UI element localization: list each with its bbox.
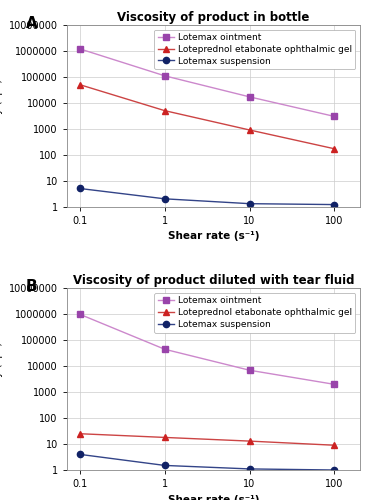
Lotemax ointment [247,94,252,100]
Title: Viscosity of product diluted with tear fluid: Viscosity of product diluted with tear f… [73,274,354,287]
Y-axis label: Viscosity (cps): Viscosity (cps) [0,342,3,417]
Loteprednol etabonate ophthalmic gel [332,442,336,448]
Lotemax ointment [78,312,82,318]
Lotemax ointment [162,73,167,79]
Title: Viscosity of product in bottle: Viscosity of product in bottle [117,11,309,24]
X-axis label: Shear rate (s⁻¹): Shear rate (s⁻¹) [168,494,259,500]
Lotemax suspension [78,186,82,192]
Lotemax suspension [162,196,167,202]
Text: B: B [26,280,37,294]
Lotemax suspension [332,467,336,473]
Line: Lotemax ointment: Lotemax ointment [77,311,338,388]
Lotemax suspension [247,200,252,206]
Lotemax ointment [162,346,167,352]
Loteprednol etabonate ophthalmic gel [247,127,252,133]
Line: Loteprednol etabonate ophthalmic gel: Loteprednol etabonate ophthalmic gel [77,82,338,152]
Loteprednol etabonate ophthalmic gel [332,146,336,152]
Loteprednol etabonate ophthalmic gel [78,430,82,436]
Lotemax ointment [332,114,336,119]
Text: A: A [26,16,37,31]
Y-axis label: Viscosity (cps): Viscosity (cps) [0,78,3,154]
Loteprednol etabonate ophthalmic gel [162,108,167,114]
Line: Lotemax ointment: Lotemax ointment [77,46,338,120]
Line: Lotemax suspension: Lotemax suspension [77,186,338,208]
Lotemax suspension [332,202,336,207]
Lotemax suspension [247,466,252,472]
Lotemax ointment [78,46,82,52]
Line: Lotemax suspension: Lotemax suspension [77,452,338,473]
Loteprednol etabonate ophthalmic gel [78,82,82,87]
Lotemax ointment [247,367,252,373]
Legend: Lotemax ointment, Loteprednol etabonate ophthalmic gel, Lotemax suspension: Lotemax ointment, Loteprednol etabonate … [154,293,355,333]
Loteprednol etabonate ophthalmic gel [162,434,167,440]
Lotemax ointment [332,382,336,388]
Line: Loteprednol etabonate ophthalmic gel: Loteprednol etabonate ophthalmic gel [77,430,338,448]
Loteprednol etabonate ophthalmic gel [247,438,252,444]
Lotemax suspension [78,452,82,458]
Lotemax suspension [162,462,167,468]
Legend: Lotemax ointment, Loteprednol etabonate ophthalmic gel, Lotemax suspension: Lotemax ointment, Loteprednol etabonate … [154,30,355,69]
X-axis label: Shear rate (s⁻¹): Shear rate (s⁻¹) [168,231,259,241]
